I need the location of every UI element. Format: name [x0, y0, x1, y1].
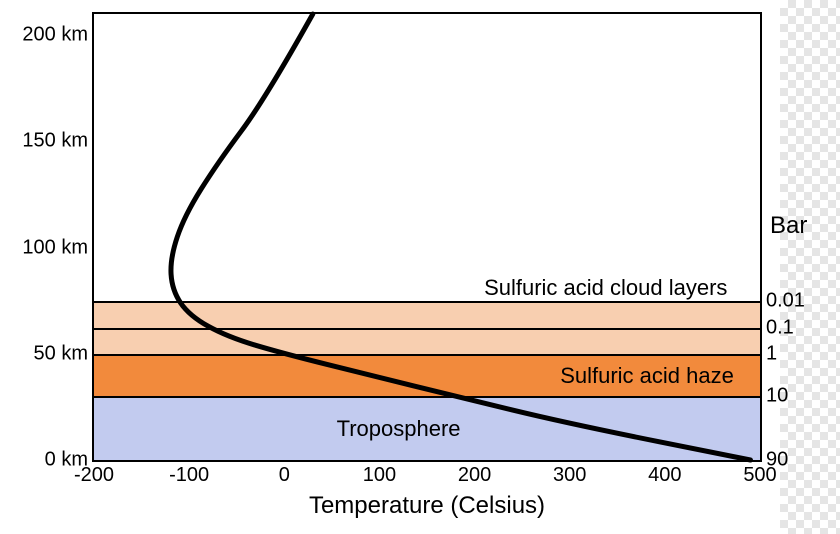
x-tick: 400	[648, 464, 681, 487]
y-right-tick: 1	[766, 342, 777, 365]
temperature-profile-curve	[94, 14, 760, 460]
y-left-tick: 200 km	[22, 24, 88, 47]
y-right-tick: 0.1	[766, 317, 794, 340]
x-tick: -100	[169, 464, 209, 487]
y-right-title: Bar	[770, 212, 807, 240]
transparency-checker	[780, 0, 840, 534]
y-left-tick: 150 km	[22, 130, 88, 153]
y-left-tick: 50 km	[34, 342, 88, 365]
x-tick: 300	[553, 464, 586, 487]
x-tick: 500	[743, 464, 776, 487]
x-tick: 200	[458, 464, 491, 487]
y-right-tick: 10	[766, 385, 788, 408]
x-tick: -200	[74, 464, 114, 487]
y-left-tick: 100 km	[22, 236, 88, 259]
x-tick: 0	[279, 464, 290, 487]
chart-area: Sulfuric acid cloud layersSulfuric acid …	[92, 12, 762, 462]
x-axis-title: Temperature (Celsius)	[309, 492, 545, 520]
x-tick: 100	[363, 464, 396, 487]
y-right-tick: 0.01	[766, 289, 805, 312]
